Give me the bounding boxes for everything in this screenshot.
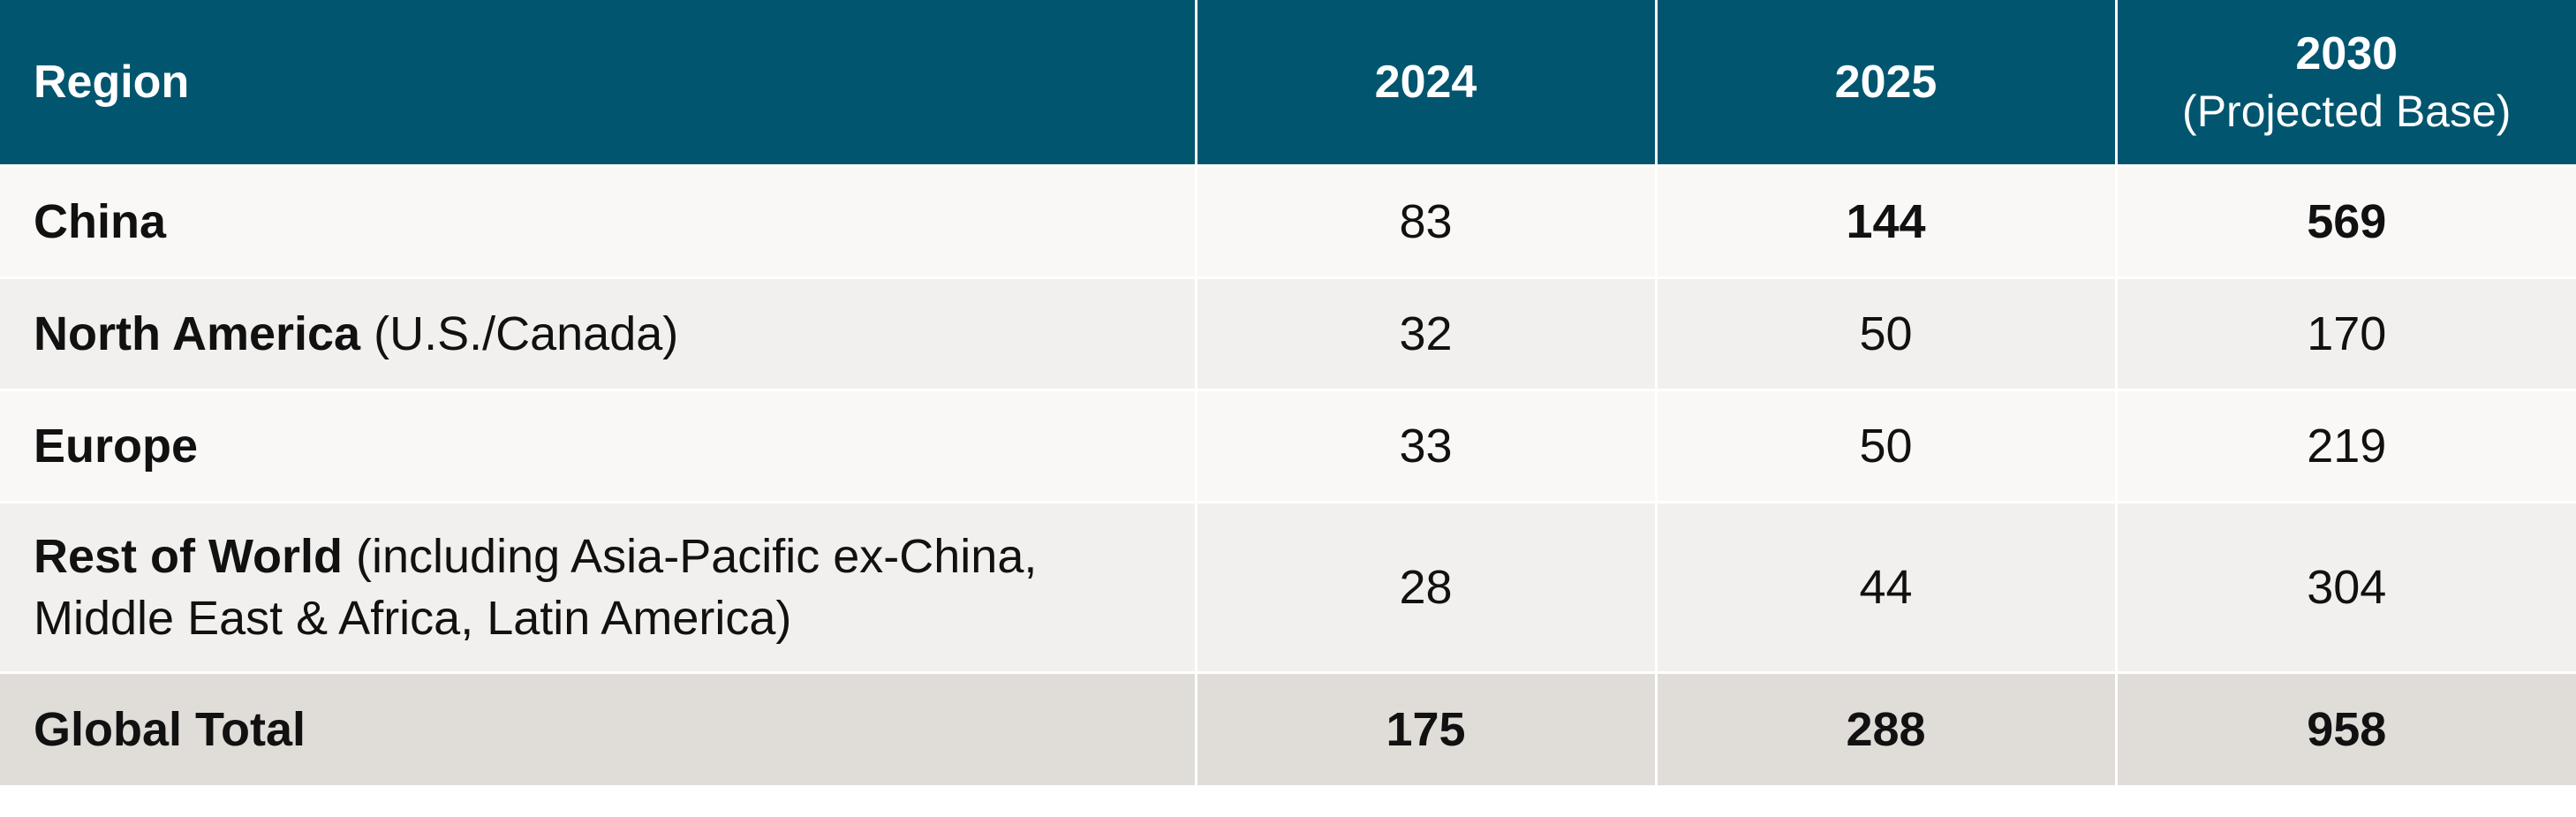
region-name: China — [34, 195, 167, 248]
region-detail: (U.S./Canada) — [360, 307, 679, 360]
total-2025: 288 — [1656, 672, 2118, 785]
value-2025: 50 — [1656, 390, 2118, 503]
header-2030-note: (Projected Base) — [2182, 87, 2512, 136]
total-2024: 175 — [1196, 672, 1658, 785]
table-row-china: China 83 144 569 — [0, 165, 2576, 279]
value-2024: 33 — [1196, 390, 1658, 503]
value-2030: 304 — [2116, 502, 2576, 674]
region-name: Europe — [34, 420, 199, 473]
header-region: Region — [0, 0, 1197, 167]
value-2024: 83 — [1196, 165, 1658, 279]
region-cell: Rest of World (including Asia-Pacific ex… — [0, 502, 1197, 674]
value-2024: 32 — [1196, 277, 1658, 391]
value-2025: 44 — [1656, 502, 2118, 674]
header-2025: 2025 — [1656, 0, 2118, 167]
value-2030: 170 — [2116, 277, 2576, 391]
value-2030: 219 — [2116, 390, 2576, 503]
region-cell: North America (U.S./Canada) — [0, 277, 1197, 391]
value-2025: 50 — [1656, 277, 2118, 391]
region-cell: Europe — [0, 390, 1197, 503]
table-row-rest-of-world: Rest of World (including Asia-Pacific ex… — [0, 502, 2576, 674]
region-cell: China — [0, 165, 1197, 279]
header-2024: 2024 — [1196, 0, 1658, 167]
table-row-global-total: Global Total 175 288 958 — [0, 672, 2576, 785]
region-name: Rest of World — [34, 530, 343, 583]
header-2030-year: 2030 — [2295, 28, 2398, 79]
table-row-north-america: North America (U.S./Canada) 32 50 170 — [0, 277, 2576, 391]
value-2025: 144 — [1656, 165, 2118, 279]
region-name: North America — [34, 307, 361, 360]
total-label: Global Total — [0, 672, 1197, 785]
total-2030: 958 — [2116, 672, 2576, 785]
value-2024: 28 — [1196, 502, 1658, 674]
table-row-europe: Europe 33 50 219 — [0, 390, 2576, 503]
region-detail: (including Asia-Pacific ex-China, Middle… — [34, 530, 1038, 645]
value-2030: 569 — [2116, 165, 2576, 279]
header-row: Region 2024 2025 2030 (Projected Base) — [0, 0, 2576, 167]
region-data-table: Region 2024 2025 2030 (Projected Base) C… — [0, 0, 2576, 785]
header-2030: 2030 (Projected Base) — [2116, 0, 2576, 167]
